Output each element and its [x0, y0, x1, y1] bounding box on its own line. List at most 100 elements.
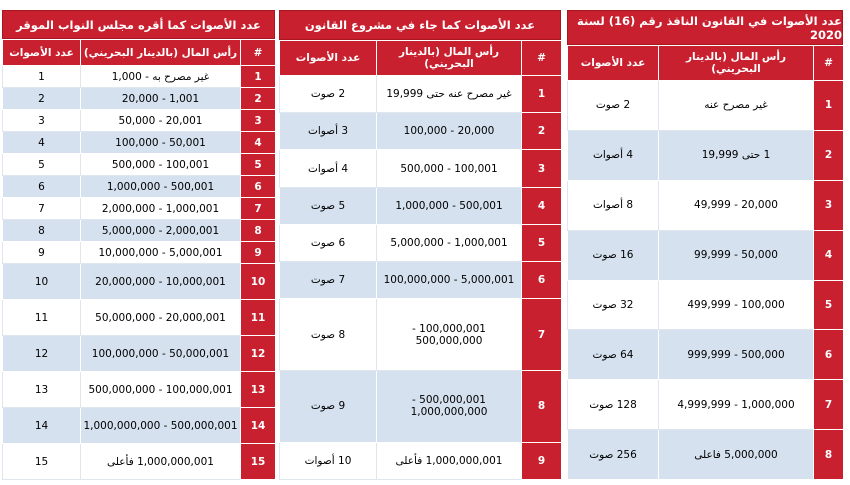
table-row: 1 غير مصرح به - 1,000 1: [2, 65, 276, 88]
vote-count: 9: [2, 241, 81, 264]
row-number: 13: [240, 371, 276, 408]
column-header: #: [240, 39, 276, 66]
table-row: 4 50,001 - 100,000 4: [2, 131, 276, 154]
vote-count: 14: [2, 407, 81, 444]
table-row: 7 100,000,001 - 500,000,000 8 صوت: [279, 298, 562, 372]
capital-range: 1,000,001 - 5,000,000: [376, 223, 522, 263]
table-row: 7 1,000,001 - 2,000,000 7: [2, 197, 276, 220]
row-number: 9: [521, 441, 562, 481]
table-row: 15 1,000,000,001 فأعلى 15: [2, 443, 276, 480]
table-row: 6 5,000,001 - 100,000,000 7 صوت: [279, 261, 562, 300]
capital-range: 500,000,001 - 1,000,000,000: [376, 370, 522, 443]
row-number: 8: [813, 429, 844, 480]
vote-count: 5 صوت: [279, 186, 377, 225]
vote-count: 9 صوت: [279, 370, 377, 443]
row-number: 8: [521, 370, 562, 443]
capital-range: 20,001 - 50,000: [80, 109, 241, 132]
vote-count: 5: [2, 153, 81, 176]
capital-range: 2,000,001 - 5,000,000: [80, 219, 241, 242]
table-row: 7 1,000,000 - 4,999,999 128 صوت: [567, 379, 844, 431]
vote-count: 2: [2, 87, 81, 110]
table-row: 2 20,000 - 100,000 3 أصوات: [279, 112, 562, 151]
vote-count: 64 صوت: [567, 329, 659, 381]
table-row: 6 500,000 - 999,999 64 صوت: [567, 329, 844, 381]
row-number: 11: [240, 299, 276, 336]
vote-count: 128 صوت: [567, 379, 659, 431]
table-row: 10 10,000,001 - 20,000,000 10: [2, 263, 276, 300]
capital-range: 50,001 - 100,000: [80, 131, 241, 154]
capital-range: 100,000,001 - 500,000,000: [376, 298, 522, 372]
row-number: 6: [521, 261, 562, 300]
table-panel: عدد الأصوات كما جاء في مشروع القانون # رأس…: [279, 10, 562, 481]
capital-range: 20,000 - 100,000: [376, 112, 522, 151]
row-number: 7: [813, 379, 844, 431]
column-header: #: [521, 40, 562, 76]
capital-range: 1 حتى 19,999: [658, 129, 814, 181]
row-number: 15: [240, 443, 276, 480]
table-row: 11 20,000,001 - 50,000,000 11: [2, 299, 276, 336]
capital-range: 1,000,000,001 فأعلى: [376, 441, 522, 481]
capital-range: 500,001 - 1,000,000: [80, 175, 241, 198]
vote-count: 15: [2, 443, 81, 480]
table-body: 1 غير مصرح عنه حتى 19,999 2 صوت 2 20,000 - 1…: [279, 74, 562, 481]
table-head: # رأس المال (بالدينار البحريني) عدد الأصوا…: [279, 40, 562, 76]
column-header: رأس المال (بالدينار البحريني): [80, 39, 241, 66]
capital-range: 5,000,000 فاعلى: [658, 429, 814, 480]
data-table: # رأس المال (بالدينار البحريني) عدد الأصوا…: [279, 40, 562, 481]
table-row: 4 500,001 - 1,000,000 5 صوت: [279, 186, 562, 225]
table-row: 9 1,000,000,001 فأعلى 10 أصوات: [279, 441, 562, 481]
header-row: # رأس المال (بالدينار البحريني) عدد الأصوا…: [2, 39, 276, 66]
table-head: # رأس المال (بالدينار البحريني) عدد الأصوا…: [2, 39, 276, 66]
table-row: 3 20,000 - 49,999 8 أصوات: [567, 179, 844, 231]
vote-count: 2 صوت: [567, 80, 659, 131]
row-number: 7: [240, 197, 276, 220]
vote-count: 16 صوت: [567, 229, 659, 281]
table-row: 5 100,001 - 500,000 5: [2, 153, 276, 176]
vote-count: 13: [2, 371, 81, 408]
row-number: 2: [240, 87, 276, 110]
capital-range: 100,001 - 500,000: [376, 149, 522, 188]
vote-count: 10 أصوات: [279, 441, 377, 481]
table-row: 1 غير مصرح عنه 2 صوت: [567, 80, 844, 131]
row-number: 4: [521, 186, 562, 225]
vote-count: 3: [2, 109, 81, 132]
row-number: 3: [813, 179, 844, 231]
table-title: عدد الأصوات في القانون النافذ رقم (16) ل…: [567, 10, 843, 45]
vote-count: 4: [2, 131, 81, 154]
capital-range: 1,001 - 20,000: [80, 87, 241, 110]
table-title: عدد الأصوات كما جاء في مشروع القانون: [279, 10, 561, 40]
row-number: 5: [240, 153, 276, 176]
table-body: 1 غير مصرح به - 1,000 1 2 1,001 - 20,000 2 3 20…: [2, 65, 276, 480]
capital-range: 100,001 - 500,000: [80, 153, 241, 176]
row-number: 14: [240, 407, 276, 444]
table-row: 8 2,000,001 - 5,000,000 8: [2, 219, 276, 242]
row-number: 6: [240, 175, 276, 198]
capital-range: 500,000,001 - 1,000,000,000: [80, 407, 241, 444]
row-number: 1: [521, 74, 562, 114]
vote-count: 3 أصوات: [279, 112, 377, 151]
table-title: عدد الأصوات كما أقره مجلس النواب الموقر: [2, 10, 275, 39]
capital-range: 1,000,000 - 4,999,999: [658, 379, 814, 431]
table-row: 12 50,000,001 - 100,000,000 12: [2, 335, 276, 372]
vote-count: 4 أصوات: [279, 149, 377, 188]
row-number: 8: [240, 219, 276, 242]
column-header: #: [813, 45, 844, 81]
capital-range: 100,000,001 - 500,000,000: [80, 371, 241, 408]
row-number: 2: [813, 129, 844, 181]
capital-range: 10,000,001 - 20,000,000: [80, 263, 241, 300]
column-header: رأس المال (بالدينار البحريني): [376, 40, 522, 76]
capital-range: 5,000,001 - 10,000,000: [80, 241, 241, 264]
capital-range: 1,000,001 - 2,000,000: [80, 197, 241, 220]
capital-range: غير مصرح عنه: [658, 80, 814, 131]
capital-range: 1,000,000,001 فأعلى: [80, 443, 241, 480]
row-number: 9: [240, 241, 276, 264]
data-table: # رأس المال (بالدينار البحريني) عدد الأصوا…: [567, 45, 844, 480]
row-number: 6: [813, 329, 844, 381]
table-row: 9 5,000,001 - 10,000,000 9: [2, 241, 276, 264]
capital-range: 500,000 - 999,999: [658, 329, 814, 381]
table-row: 4 50,000 - 99,999 16 صوت: [567, 229, 844, 281]
row-number: 4: [813, 229, 844, 281]
capital-range: 5,000,001 - 100,000,000: [376, 261, 522, 300]
